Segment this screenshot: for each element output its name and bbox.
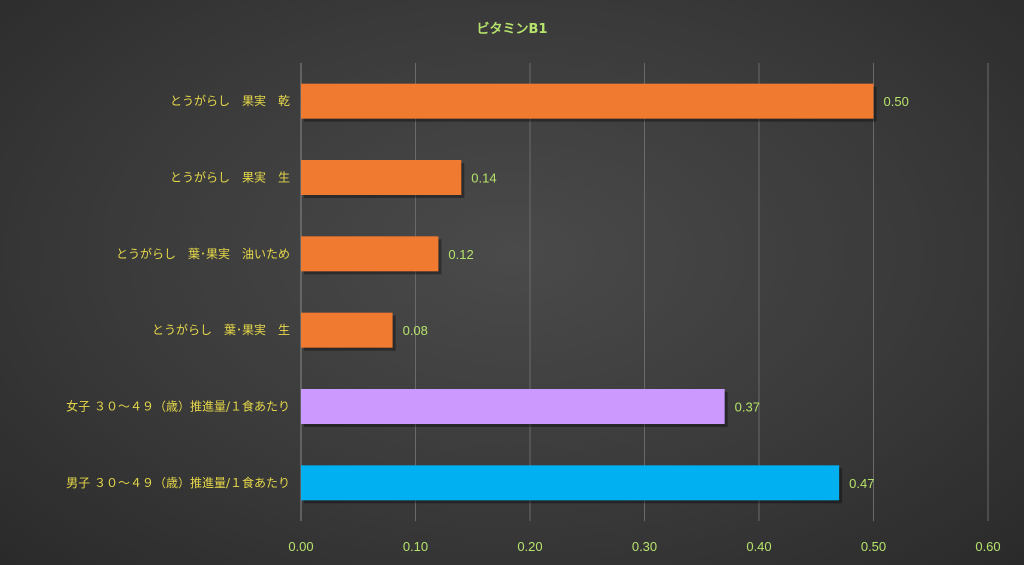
x-tick-label: 0.30 <box>632 539 657 554</box>
x-axis-tick-labels: 0.00 0.10 0.20 0.30 0.40 0.50 0.60 <box>288 539 1000 554</box>
data-labels: 0.50 0.14 0.12 0.08 0.37 0.47 <box>403 94 909 491</box>
x-tick-label: 0.60 <box>975 539 1000 554</box>
data-label: 0.37 <box>735 400 760 415</box>
category-label: とうがらし 葉･果実 生 <box>152 322 290 337</box>
category-label: とうがらし 葉･果実 油いため <box>116 246 290 261</box>
data-label: 0.50 <box>884 94 909 109</box>
bar <box>301 236 439 272</box>
gridlines <box>300 63 989 521</box>
data-label: 0.47 <box>849 476 874 491</box>
bar <box>301 83 874 119</box>
x-tick-label: 0.40 <box>746 539 771 554</box>
bar-series <box>301 83 877 504</box>
category-label: とうがらし 果実 生 <box>170 170 290 185</box>
bar <box>301 465 840 501</box>
x-tick-label: 0.00 <box>288 539 313 554</box>
category-label: 男子 ３０～４９（歳）推進量/１食あたり <box>66 475 290 490</box>
x-tick-label: 0.10 <box>403 539 428 554</box>
bar <box>301 389 725 424</box>
category-label: 女子 ３０～４９（歳）推進量/１食あたり <box>66 399 290 414</box>
x-tick-label: 0.20 <box>517 539 542 554</box>
chart-title: ビタミンB1 <box>477 21 548 37</box>
data-label: 0.12 <box>448 247 473 262</box>
bar <box>301 160 462 195</box>
data-label: 0.08 <box>403 323 428 338</box>
data-label: 0.14 <box>471 171 496 186</box>
x-tick-label: 0.50 <box>861 539 886 554</box>
category-label: とうがらし 果実 乾 <box>170 93 290 108</box>
bar <box>301 312 393 348</box>
